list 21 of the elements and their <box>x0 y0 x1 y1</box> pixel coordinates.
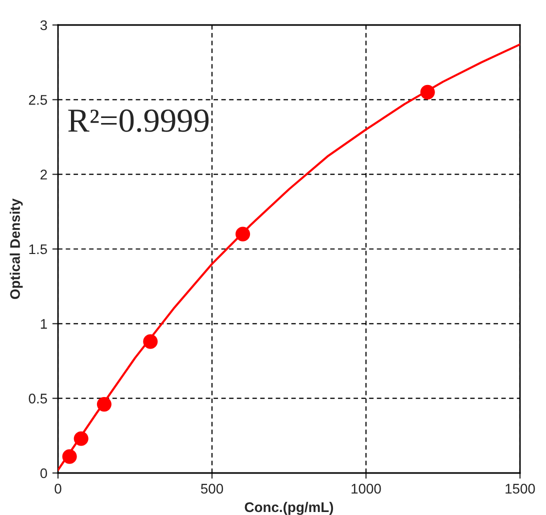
x-tick-label: 1000 <box>352 484 381 494</box>
x-tick-label: 500 <box>200 484 224 494</box>
annotation: R²=0.9999 <box>68 109 209 132</box>
line-series <box>58 43 520 472</box>
y-tick-label: 3 <box>40 20 47 30</box>
point <box>420 84 435 100</box>
point <box>96 397 112 412</box>
y-tick-label: 0.5 <box>28 394 48 404</box>
point <box>74 431 88 446</box>
x-tick-label: 1500 <box>506 484 535 494</box>
y-tick-label: 1 <box>40 319 47 329</box>
y-tick-label: 1.5 <box>29 244 48 254</box>
y-tick-label: 0 <box>40 468 48 478</box>
x-tick-label: 0 <box>54 484 62 494</box>
point <box>236 226 250 242</box>
point <box>62 449 77 464</box>
point <box>143 334 158 349</box>
y-tick-label: 2.5 <box>28 95 48 105</box>
y-tick-label: 2 <box>40 170 47 180</box>
y-axis-title: Optical Density <box>10 198 23 299</box>
x-axis-title: Conc.(pg/mL) <box>244 502 334 515</box>
